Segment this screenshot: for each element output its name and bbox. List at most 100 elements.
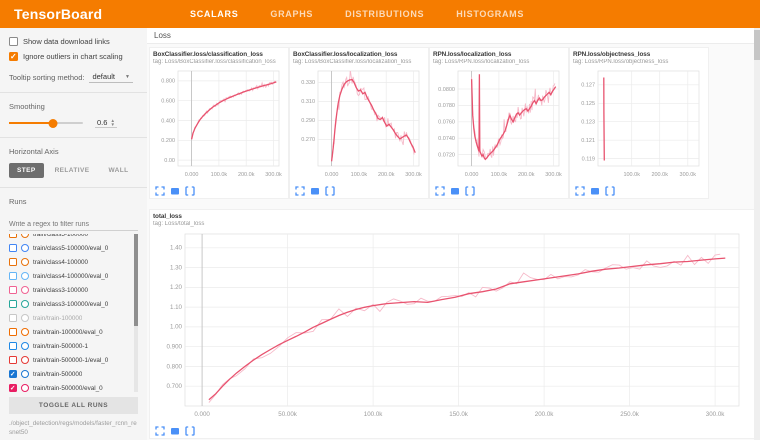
run-color-circle[interactable] xyxy=(21,356,29,364)
stepper-arrows-icon[interactable]: ▲ ▼ xyxy=(110,117,115,127)
expand-chart-icon[interactable] xyxy=(435,186,445,196)
chart-plot[interactable]: 0.0800 0.0780 0.0760 0.0740 0.0720 0.000 100.0… xyxy=(433,67,567,184)
run-name: train/class5-100000/eval_0 xyxy=(33,244,109,252)
full-frame-icon[interactable] xyxy=(325,186,335,196)
chart-plot[interactable]: 0.330 0.310 0.290 0.270 0.000 100.0k 200.0k 300… xyxy=(293,67,427,184)
run-regex-input[interactable] xyxy=(9,219,138,231)
fit-domain-icon[interactable] xyxy=(590,186,600,196)
chart-plot[interactable]: 0.800 0.600 0.400 0.200 0.00 0.000 100.0k 200.0… xyxy=(153,67,287,184)
run-color-circle[interactable] xyxy=(21,258,29,266)
expand-chart-icon[interactable] xyxy=(295,186,305,196)
svg-text:0.400: 0.400 xyxy=(161,118,175,124)
tab-distributions[interactable]: DISTRIBUTIONS xyxy=(345,9,425,19)
svg-text:300.0k: 300.0k xyxy=(265,172,282,178)
run-color-circle[interactable] xyxy=(21,342,29,350)
run-color-circle[interactable] xyxy=(21,370,29,378)
full-frame-icon[interactable] xyxy=(605,186,615,196)
tooltip-sorting-row: Tooltip sorting method: default ▼ xyxy=(9,71,138,83)
run-row[interactable]: train/train-500000/eval_0 xyxy=(9,381,132,392)
run-row[interactable]: train/class4-100000 xyxy=(9,255,132,269)
run-row[interactable]: train/train-500000 xyxy=(9,367,132,381)
svg-text:100.0k: 100.0k xyxy=(364,411,383,418)
smoothing-value-box[interactable]: 0.6 ▲ ▼ xyxy=(95,118,117,128)
svg-text:0.125: 0.125 xyxy=(581,101,595,107)
run-checkbox[interactable] xyxy=(9,314,17,322)
main-nav: SCALARS GRAPHS DISTRIBUTIONS HISTOGRAMS xyxy=(190,9,524,19)
run-row[interactable]: train/class5-100000 xyxy=(9,234,132,241)
run-list-scrollbar-thumb[interactable] xyxy=(134,234,138,326)
run-checkbox[interactable] xyxy=(9,286,17,294)
fit-domain-icon[interactable] xyxy=(310,186,320,196)
svg-text:150.0k: 150.0k xyxy=(449,411,468,418)
axis-mode-wall-button[interactable]: WALL xyxy=(100,163,136,178)
page-scrollbar-thumb[interactable] xyxy=(754,30,760,60)
show-download-links-row[interactable]: Show data download links xyxy=(9,37,138,46)
run-checkbox[interactable] xyxy=(9,258,17,266)
run-row[interactable]: train/class3-100000 xyxy=(9,283,132,297)
show-download-links-checkbox[interactable] xyxy=(9,37,18,46)
svg-text:300.0k: 300.0k xyxy=(405,172,422,178)
run-checkbox[interactable] xyxy=(9,328,17,336)
expand-chart-icon[interactable] xyxy=(155,186,165,196)
run-row[interactable]: train/train-500000-1 xyxy=(9,339,132,353)
run-row[interactable]: train/class4-100000/eval_0 xyxy=(9,269,132,283)
svg-text:0.0800: 0.0800 xyxy=(438,87,455,93)
smoothing-value: 0.6 xyxy=(97,118,108,127)
run-checkbox[interactable] xyxy=(9,370,17,378)
tab-scalars[interactable]: SCALARS xyxy=(190,9,239,19)
run-row[interactable]: train/class5-100000/eval_0 xyxy=(9,241,132,255)
run-list-scrollbar[interactable] xyxy=(134,234,138,392)
svg-text:0.270: 0.270 xyxy=(301,137,315,143)
svg-text:0.800: 0.800 xyxy=(167,363,183,370)
axis-mode-relative-button[interactable]: RELATIVE xyxy=(47,163,98,178)
toggle-all-runs-button[interactable]: TOGGLE ALL RUNS xyxy=(9,397,138,414)
smoothing-slider-thumb[interactable] xyxy=(48,118,58,128)
svg-text:0.0720: 0.0720 xyxy=(438,152,455,158)
expand-chart-icon[interactable] xyxy=(575,186,585,196)
axis-mode-step-button[interactable]: STEP xyxy=(9,163,44,178)
run-row[interactable]: train/train-100000/eval_0 xyxy=(9,325,132,339)
tag-group-header-loss[interactable]: Loss xyxy=(147,28,754,44)
chart-tag: tag: Loss/total_loss xyxy=(153,221,205,227)
run-color-circle[interactable] xyxy=(21,384,29,392)
chart-plot[interactable]: 1.40 1.30 1.20 1.10 1.00 0.900 0.800 0.700 0.000… xyxy=(153,229,753,424)
run-row[interactable]: train/train-500000-1/eval_0 xyxy=(9,353,132,367)
run-color-circle[interactable] xyxy=(21,234,29,238)
fit-domain-icon[interactable] xyxy=(170,186,180,196)
chart-plot[interactable]: 0.127 0.125 0.123 0.121 0.119 100.0k 200.0k 300… xyxy=(573,67,707,184)
tooltip-sorting-value: default xyxy=(92,72,115,81)
smoothing-slider[interactable] xyxy=(9,118,83,128)
tooltip-sorting-dropdown[interactable]: default ▼ xyxy=(89,71,133,83)
run-color-circle[interactable] xyxy=(21,286,29,294)
run-checkbox[interactable] xyxy=(9,384,17,392)
svg-text:100.0k: 100.0k xyxy=(491,172,508,178)
svg-text:1.00: 1.00 xyxy=(170,324,183,331)
tab-histograms[interactable]: HISTOGRAMS xyxy=(456,9,525,19)
fit-domain-icon[interactable] xyxy=(170,426,180,436)
run-color-circle[interactable] xyxy=(21,272,29,280)
run-row[interactable]: train/class3-100000/eval_0 xyxy=(9,297,132,311)
ignore-outliers-checkbox[interactable] xyxy=(9,52,18,61)
svg-text:300.0k: 300.0k xyxy=(706,411,725,418)
run-checkbox[interactable] xyxy=(9,356,17,364)
run-checkbox[interactable] xyxy=(9,342,17,350)
run-row[interactable]: train/train-100000 xyxy=(9,311,132,325)
run-checkbox[interactable] xyxy=(9,234,17,238)
ignore-outliers-row[interactable]: Ignore outliers in chart scaling xyxy=(9,52,138,61)
run-color-circle[interactable] xyxy=(21,314,29,322)
fit-domain-icon[interactable] xyxy=(450,186,460,196)
run-color-circle[interactable] xyxy=(21,300,29,308)
run-checkbox[interactable] xyxy=(9,272,17,280)
page-scrollbar[interactable] xyxy=(754,28,760,440)
full-frame-icon[interactable] xyxy=(185,186,195,196)
run-name: train/train-500000/eval_0 xyxy=(33,384,103,392)
divider xyxy=(0,137,147,138)
full-frame-icon[interactable] xyxy=(185,426,195,436)
full-frame-icon[interactable] xyxy=(465,186,475,196)
expand-chart-icon[interactable] xyxy=(155,426,165,436)
run-color-circle[interactable] xyxy=(21,244,29,252)
run-checkbox[interactable] xyxy=(9,244,17,252)
run-checkbox[interactable] xyxy=(9,300,17,308)
tab-graphs[interactable]: GRAPHS xyxy=(270,9,314,19)
run-color-circle[interactable] xyxy=(21,328,29,336)
